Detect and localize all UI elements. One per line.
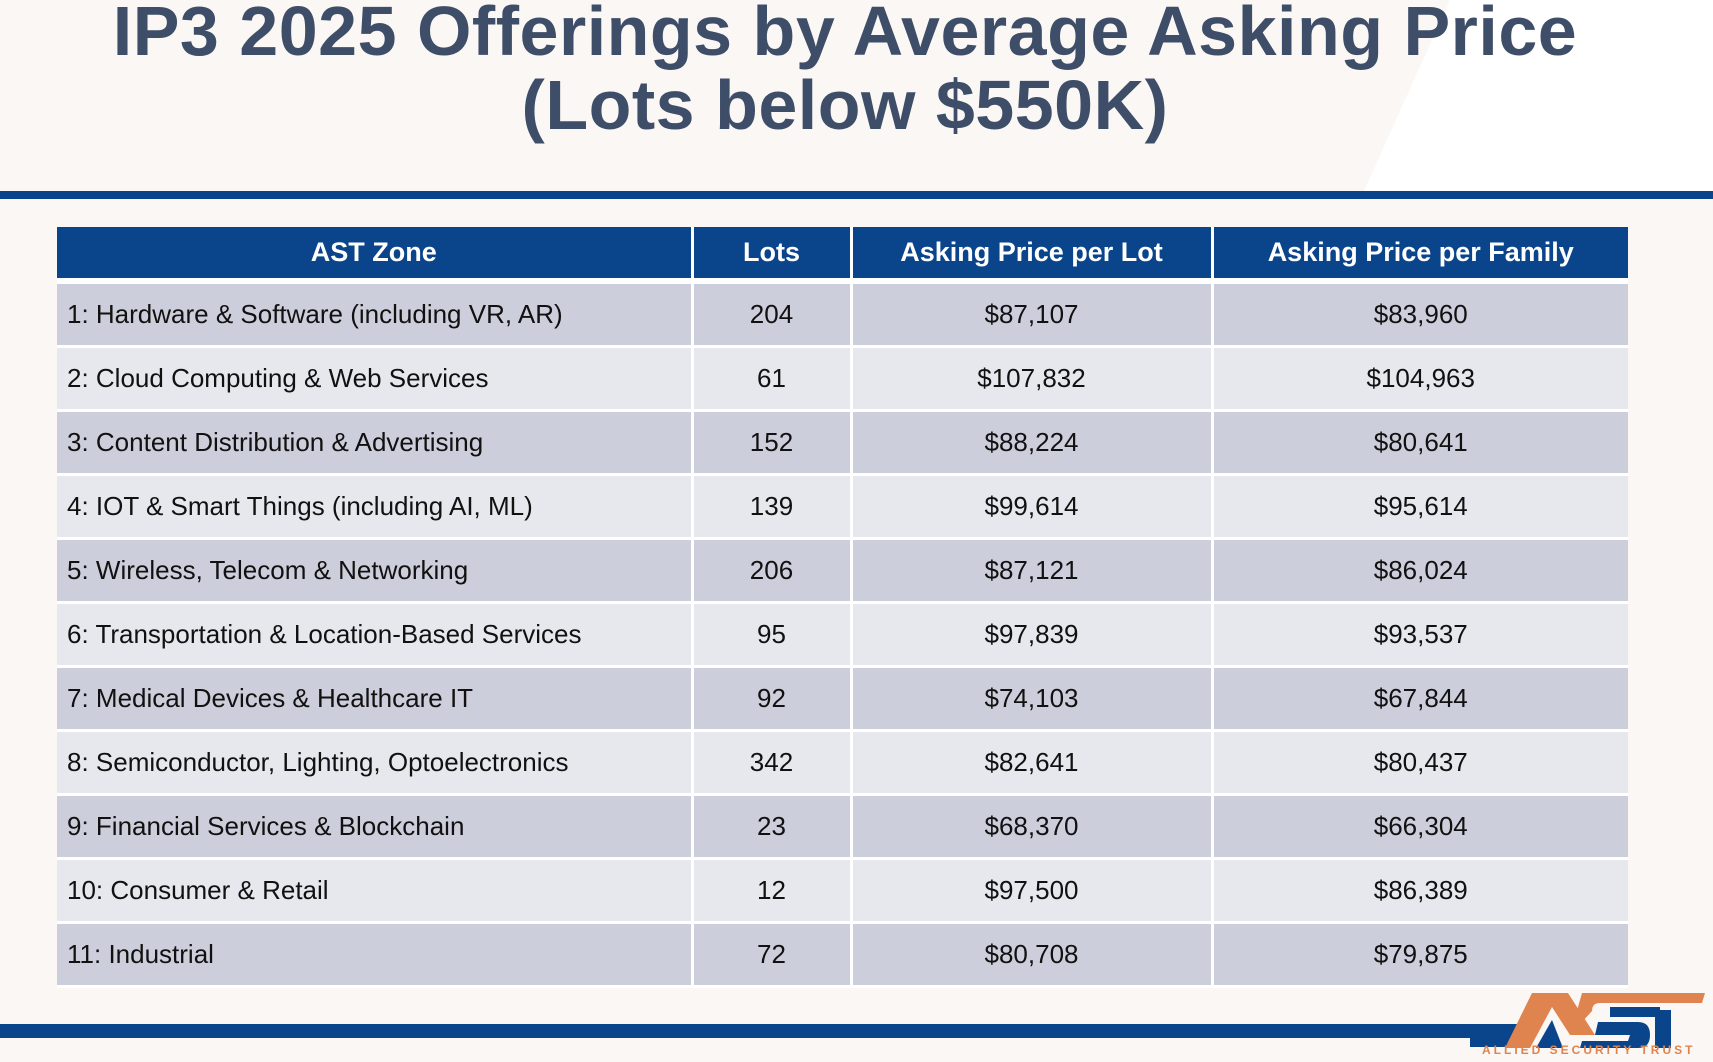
lots-cell: 152 xyxy=(692,410,853,476)
price-per-family-cell: $104,963 xyxy=(1212,346,1628,412)
column-header: Asking Price per Family xyxy=(1212,227,1628,284)
lots-cell: 23 xyxy=(692,794,853,860)
zone-cell: 2: Cloud Computing & Web Services xyxy=(57,346,694,412)
bottom-divider xyxy=(0,1024,1520,1038)
lots-cell: 95 xyxy=(692,602,853,668)
table-row: 3: Content Distribution & Advertising 152… xyxy=(57,410,1628,476)
zone-cell: 5: Wireless, Telecom & Networking xyxy=(57,538,694,604)
lots-cell: 92 xyxy=(692,666,853,732)
price-per-lot-cell: $68,370 xyxy=(851,794,1214,860)
price-per-lot-cell: $97,500 xyxy=(851,858,1214,924)
column-header: AST Zone xyxy=(57,227,694,284)
lots-cell: 12 xyxy=(692,858,853,924)
zone-cell: 10: Consumer & Retail xyxy=(57,858,694,924)
zone-cell: 7: Medical Devices & Healthcare IT xyxy=(57,666,694,732)
price-per-lot-cell: $74,103 xyxy=(851,666,1214,732)
column-header: Lots xyxy=(692,227,853,284)
price-per-lot-cell: $80,708 xyxy=(851,922,1214,988)
price-per-lot-cell: $107,832 xyxy=(851,346,1214,412)
price-per-lot-cell: $88,224 xyxy=(851,410,1214,476)
title-line-2: (Lots below $550K) xyxy=(521,66,1169,144)
table-header-row: AST Zone Lots Asking Price per Lot Asking P… xyxy=(57,227,1628,284)
table-row: 1: Hardware & Software (including VR, AR… xyxy=(57,281,1628,348)
price-per-family-cell: $80,437 xyxy=(1212,730,1628,796)
zone-cell: 6: Transportation & Location-Based Servi… xyxy=(57,602,694,668)
table-row: 8: Semiconductor, Lighting, Optoelectron… xyxy=(57,730,1628,796)
price-per-lot-cell: $99,614 xyxy=(851,474,1214,540)
price-per-family-cell: $86,389 xyxy=(1212,858,1628,924)
table-row: 7: Medical Devices & Healthcare IT 92 $74,… xyxy=(57,666,1628,732)
price-per-family-cell: $80,641 xyxy=(1212,410,1628,476)
table-row: 2: Cloud Computing & Web Services 61 $107,… xyxy=(57,346,1628,412)
lots-cell: 342 xyxy=(692,730,853,796)
zone-cell: 11: Industrial xyxy=(57,922,694,988)
price-per-family-cell: $86,024 xyxy=(1212,538,1628,604)
price-per-family-cell: $83,960 xyxy=(1212,281,1628,348)
ast-logo xyxy=(1470,993,1705,1048)
zone-cell: 3: Content Distribution & Advertising xyxy=(57,410,694,476)
lots-cell: 72 xyxy=(692,922,853,988)
zone-cell: 4: IOT & Smart Things (including AI, ML) xyxy=(57,474,694,540)
price-per-lot-cell: $87,121 xyxy=(851,538,1214,604)
title-line-1: IP3 2025 Offerings by Average Asking Pri… xyxy=(112,0,1578,70)
offerings-table: AST Zone Lots Asking Price per Lot Asking P… xyxy=(57,227,1628,988)
table-row: 6: Transportation & Location-Based Servi… xyxy=(57,602,1628,668)
zone-cell: 9: Financial Services & Blockchain xyxy=(57,794,694,860)
lots-cell: 206 xyxy=(692,538,853,604)
table-row: 10: Consumer & Retail 12 $97,500 $86,389 xyxy=(57,858,1628,924)
lots-cell: 61 xyxy=(692,346,853,412)
lots-cell: 204 xyxy=(692,281,853,348)
price-per-lot-cell: $87,107 xyxy=(851,281,1214,348)
logo-tagline: ALLIED SECURITY TRUST xyxy=(1482,1043,1696,1057)
page-title: IP3 2025 Offerings by Average Asking Pri… xyxy=(0,0,1690,142)
table-row: 9: Financial Services & Blockchain 23 $68,… xyxy=(57,794,1628,860)
zone-cell: 8: Semiconductor, Lighting, Optoelectron… xyxy=(57,730,694,796)
price-per-family-cell: $67,844 xyxy=(1212,666,1628,732)
price-per-family-cell: $66,304 xyxy=(1212,794,1628,860)
column-header: Asking Price per Lot xyxy=(851,227,1214,284)
price-per-family-cell: $79,875 xyxy=(1212,922,1628,988)
lots-cell: 139 xyxy=(692,474,853,540)
price-per-lot-cell: $82,641 xyxy=(851,730,1214,796)
price-per-family-cell: $95,614 xyxy=(1212,474,1628,540)
top-divider xyxy=(0,191,1713,199)
table-row: 4: IOT & Smart Things (including AI, ML)… xyxy=(57,474,1628,540)
price-per-lot-cell: $97,839 xyxy=(851,602,1214,668)
zone-cell: 1: Hardware & Software (including VR, AR… xyxy=(57,281,694,348)
table-row: 11: Industrial 72 $80,708 $79,875 xyxy=(57,922,1628,988)
price-per-family-cell: $93,537 xyxy=(1212,602,1628,668)
table-row: 5: Wireless, Telecom & Networking 206 $87,… xyxy=(57,538,1628,604)
